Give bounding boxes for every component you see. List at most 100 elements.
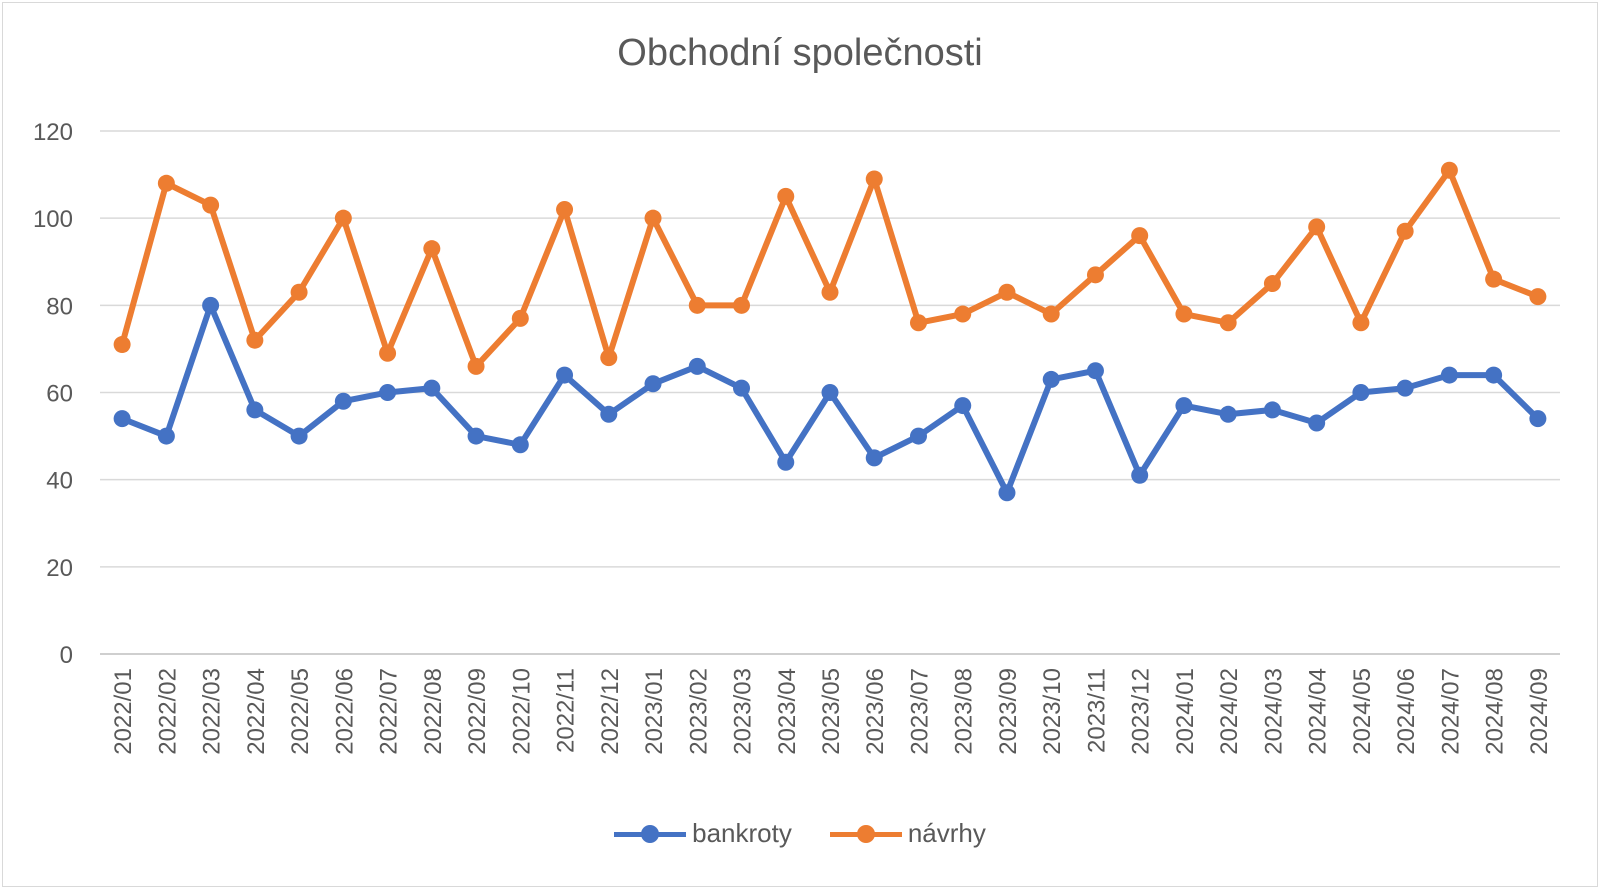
x-tick-label-2024-09: 2024/09 — [1526, 668, 1553, 755]
x-tick-label-2023-09: 2023/09 — [995, 668, 1022, 755]
data-point-navrhy-2023-05 — [821, 283, 839, 301]
data-point-navrhy-2023-11 — [1086, 266, 1104, 284]
data-point-navrhy-2024-02 — [1219, 314, 1237, 332]
data-point-navrhy-2022-01 — [113, 336, 131, 354]
data-point-bankroty-2023-08 — [954, 397, 972, 415]
data-point-bankroty-2022-02 — [157, 427, 175, 445]
y-tick-label-40: 40 — [46, 468, 73, 495]
data-point-bankroty-2023-12 — [1131, 466, 1149, 484]
data-point-bankroty-2022-09 — [467, 427, 485, 445]
x-tick-label-2023-12: 2023/12 — [1128, 668, 1155, 755]
data-point-bankroty-2023-11 — [1086, 362, 1104, 380]
data-point-navrhy-2023-01 — [644, 209, 662, 227]
data-point-navrhy-2024-03 — [1263, 275, 1281, 293]
data-point-bankroty-2024-03 — [1263, 401, 1281, 419]
data-point-bankroty-2022-05 — [290, 427, 308, 445]
x-tick-label-2022-07: 2022/07 — [376, 668, 403, 755]
data-point-navrhy-2024-09 — [1529, 288, 1547, 306]
data-point-bankroty-2023-01 — [644, 375, 662, 393]
data-point-navrhy-2023-08 — [954, 305, 972, 323]
x-tick-label-2022-01: 2022/01 — [110, 668, 137, 755]
y-tick-label-20: 20 — [46, 555, 73, 582]
data-point-bankroty-2022-04 — [246, 401, 264, 419]
x-tick-label-2022-11: 2022/11 — [553, 668, 580, 753]
data-point-bankroty-2022-06 — [334, 392, 352, 410]
data-point-bankroty-2023-06 — [865, 449, 883, 467]
data-point-navrhy-2022-03 — [202, 196, 220, 214]
legend-swatch-navrhy — [829, 824, 902, 844]
data-point-bankroty-2023-05 — [821, 384, 839, 401]
data-point-bankroty-2024-06 — [1396, 379, 1414, 397]
x-tick-label-2023-05: 2023/05 — [818, 668, 845, 755]
data-point-bankroty-2024-08 — [1485, 366, 1503, 384]
data-point-bankroty-2022-10 — [511, 436, 529, 454]
y-tick-label-80: 80 — [46, 293, 73, 320]
data-point-navrhy-2022-09 — [467, 357, 485, 375]
x-tick-label-2022-04: 2022/04 — [243, 668, 270, 755]
x-tick-label-2023-01: 2023/01 — [641, 668, 668, 755]
data-point-navrhy-2024-07 — [1440, 161, 1458, 179]
data-point-bankroty-2024-02 — [1219, 405, 1237, 423]
data-point-navrhy-2022-10 — [511, 309, 529, 327]
data-point-navrhy-2023-04 — [777, 187, 795, 205]
data-point-bankroty-2024-07 — [1440, 366, 1458, 384]
data-point-navrhy-2024-05 — [1352, 314, 1370, 332]
data-point-navrhy-2024-06 — [1396, 222, 1414, 240]
data-point-bankroty-2024-04 — [1308, 414, 1326, 432]
data-point-navrhy-2022-02 — [157, 174, 175, 192]
data-point-bankroty-2024-09 — [1529, 410, 1547, 428]
x-tick-label-2022-03: 2022/03 — [199, 668, 226, 755]
x-tick-label-2022-10: 2022/10 — [508, 668, 535, 755]
legend-swatch-bankroty — [614, 824, 687, 844]
x-tick-label-2024-01: 2024/01 — [1172, 668, 1199, 755]
data-point-navrhy-2022-05 — [290, 283, 308, 301]
x-tick-label-2023-11: 2023/11 — [1083, 668, 1110, 753]
data-point-navrhy-2023-12 — [1131, 227, 1149, 245]
data-point-bankroty-2024-05 — [1352, 384, 1370, 401]
data-point-navrhy-2023-02 — [688, 296, 706, 314]
data-point-bankroty-2022-11 — [556, 366, 574, 384]
data-point-navrhy-2022-07 — [379, 344, 397, 362]
data-point-navrhy-2023-03 — [733, 296, 751, 314]
x-tick-label-2024-05: 2024/05 — [1349, 668, 1376, 755]
data-point-bankroty-2023-09 — [998, 484, 1016, 502]
data-point-navrhy-2023-10 — [1042, 305, 1060, 323]
x-tick-label-2023-02: 2023/02 — [685, 668, 712, 755]
x-tick-label-2023-10: 2023/10 — [1039, 668, 1066, 755]
y-tick-label-60: 60 — [46, 381, 73, 408]
x-tick-label-2024-08: 2024/08 — [1482, 668, 1509, 755]
data-point-navrhy-2024-08 — [1485, 270, 1503, 288]
legend-label-navrhy: návrhy — [907, 818, 986, 848]
chart-title: Obchodní společnosti — [617, 32, 983, 74]
x-tick-label-2024-04: 2024/04 — [1305, 668, 1332, 755]
legend: bankroty návrhy — [0, 818, 1600, 849]
x-tick-label-2023-04: 2023/04 — [774, 668, 801, 755]
x-tick-label-2022-12: 2022/12 — [597, 668, 624, 755]
data-point-bankroty-2024-01 — [1175, 397, 1193, 415]
y-tick-label-120: 120 — [33, 119, 73, 146]
legend-item-navrhy: návrhy — [829, 818, 986, 849]
x-tick-label-2022-06: 2022/06 — [331, 668, 358, 755]
x-tick-label-2022-09: 2022/09 — [464, 668, 491, 755]
legend-marker-navrhy — [856, 824, 875, 843]
legend-item-bankroty: bankroty — [614, 818, 792, 849]
data-point-navrhy-2024-04 — [1308, 218, 1326, 236]
data-point-bankroty-2023-02 — [688, 357, 706, 375]
data-point-navrhy-2023-06 — [865, 170, 883, 188]
legend-label-bankroty: bankroty — [692, 818, 792, 848]
data-point-bankroty-2023-04 — [777, 453, 795, 471]
data-point-navrhy-2022-08 — [423, 240, 441, 258]
x-tick-label-2022-02: 2022/02 — [154, 668, 181, 755]
x-tick-label-2022-08: 2022/08 — [420, 668, 447, 755]
data-point-navrhy-2022-04 — [246, 331, 264, 349]
x-tick-label-2022-05: 2022/05 — [287, 668, 314, 755]
y-tick-label-100: 100 — [33, 206, 73, 233]
x-tick-label-2023-06: 2023/06 — [862, 668, 889, 755]
data-point-navrhy-2023-09 — [998, 283, 1016, 301]
x-tick-label-2023-03: 2023/03 — [730, 668, 757, 755]
legend-marker-bankroty — [641, 824, 660, 843]
data-point-bankroty-2023-03 — [733, 379, 751, 397]
data-point-bankroty-2023-10 — [1042, 370, 1060, 388]
x-tick-label-2024-03: 2024/03 — [1260, 668, 1287, 755]
